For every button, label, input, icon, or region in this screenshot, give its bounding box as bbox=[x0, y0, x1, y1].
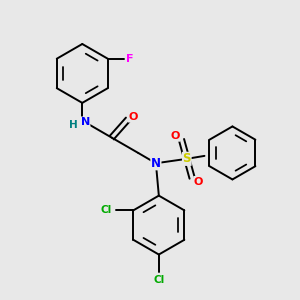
Text: O: O bbox=[194, 176, 203, 187]
Text: O: O bbox=[170, 131, 180, 141]
Text: O: O bbox=[128, 112, 138, 122]
Text: Cl: Cl bbox=[153, 275, 164, 285]
Text: Cl: Cl bbox=[100, 206, 112, 215]
Text: S: S bbox=[183, 152, 191, 165]
Text: F: F bbox=[126, 54, 134, 64]
Text: N: N bbox=[81, 117, 90, 127]
Text: H: H bbox=[69, 120, 78, 130]
Text: N: N bbox=[151, 157, 161, 170]
